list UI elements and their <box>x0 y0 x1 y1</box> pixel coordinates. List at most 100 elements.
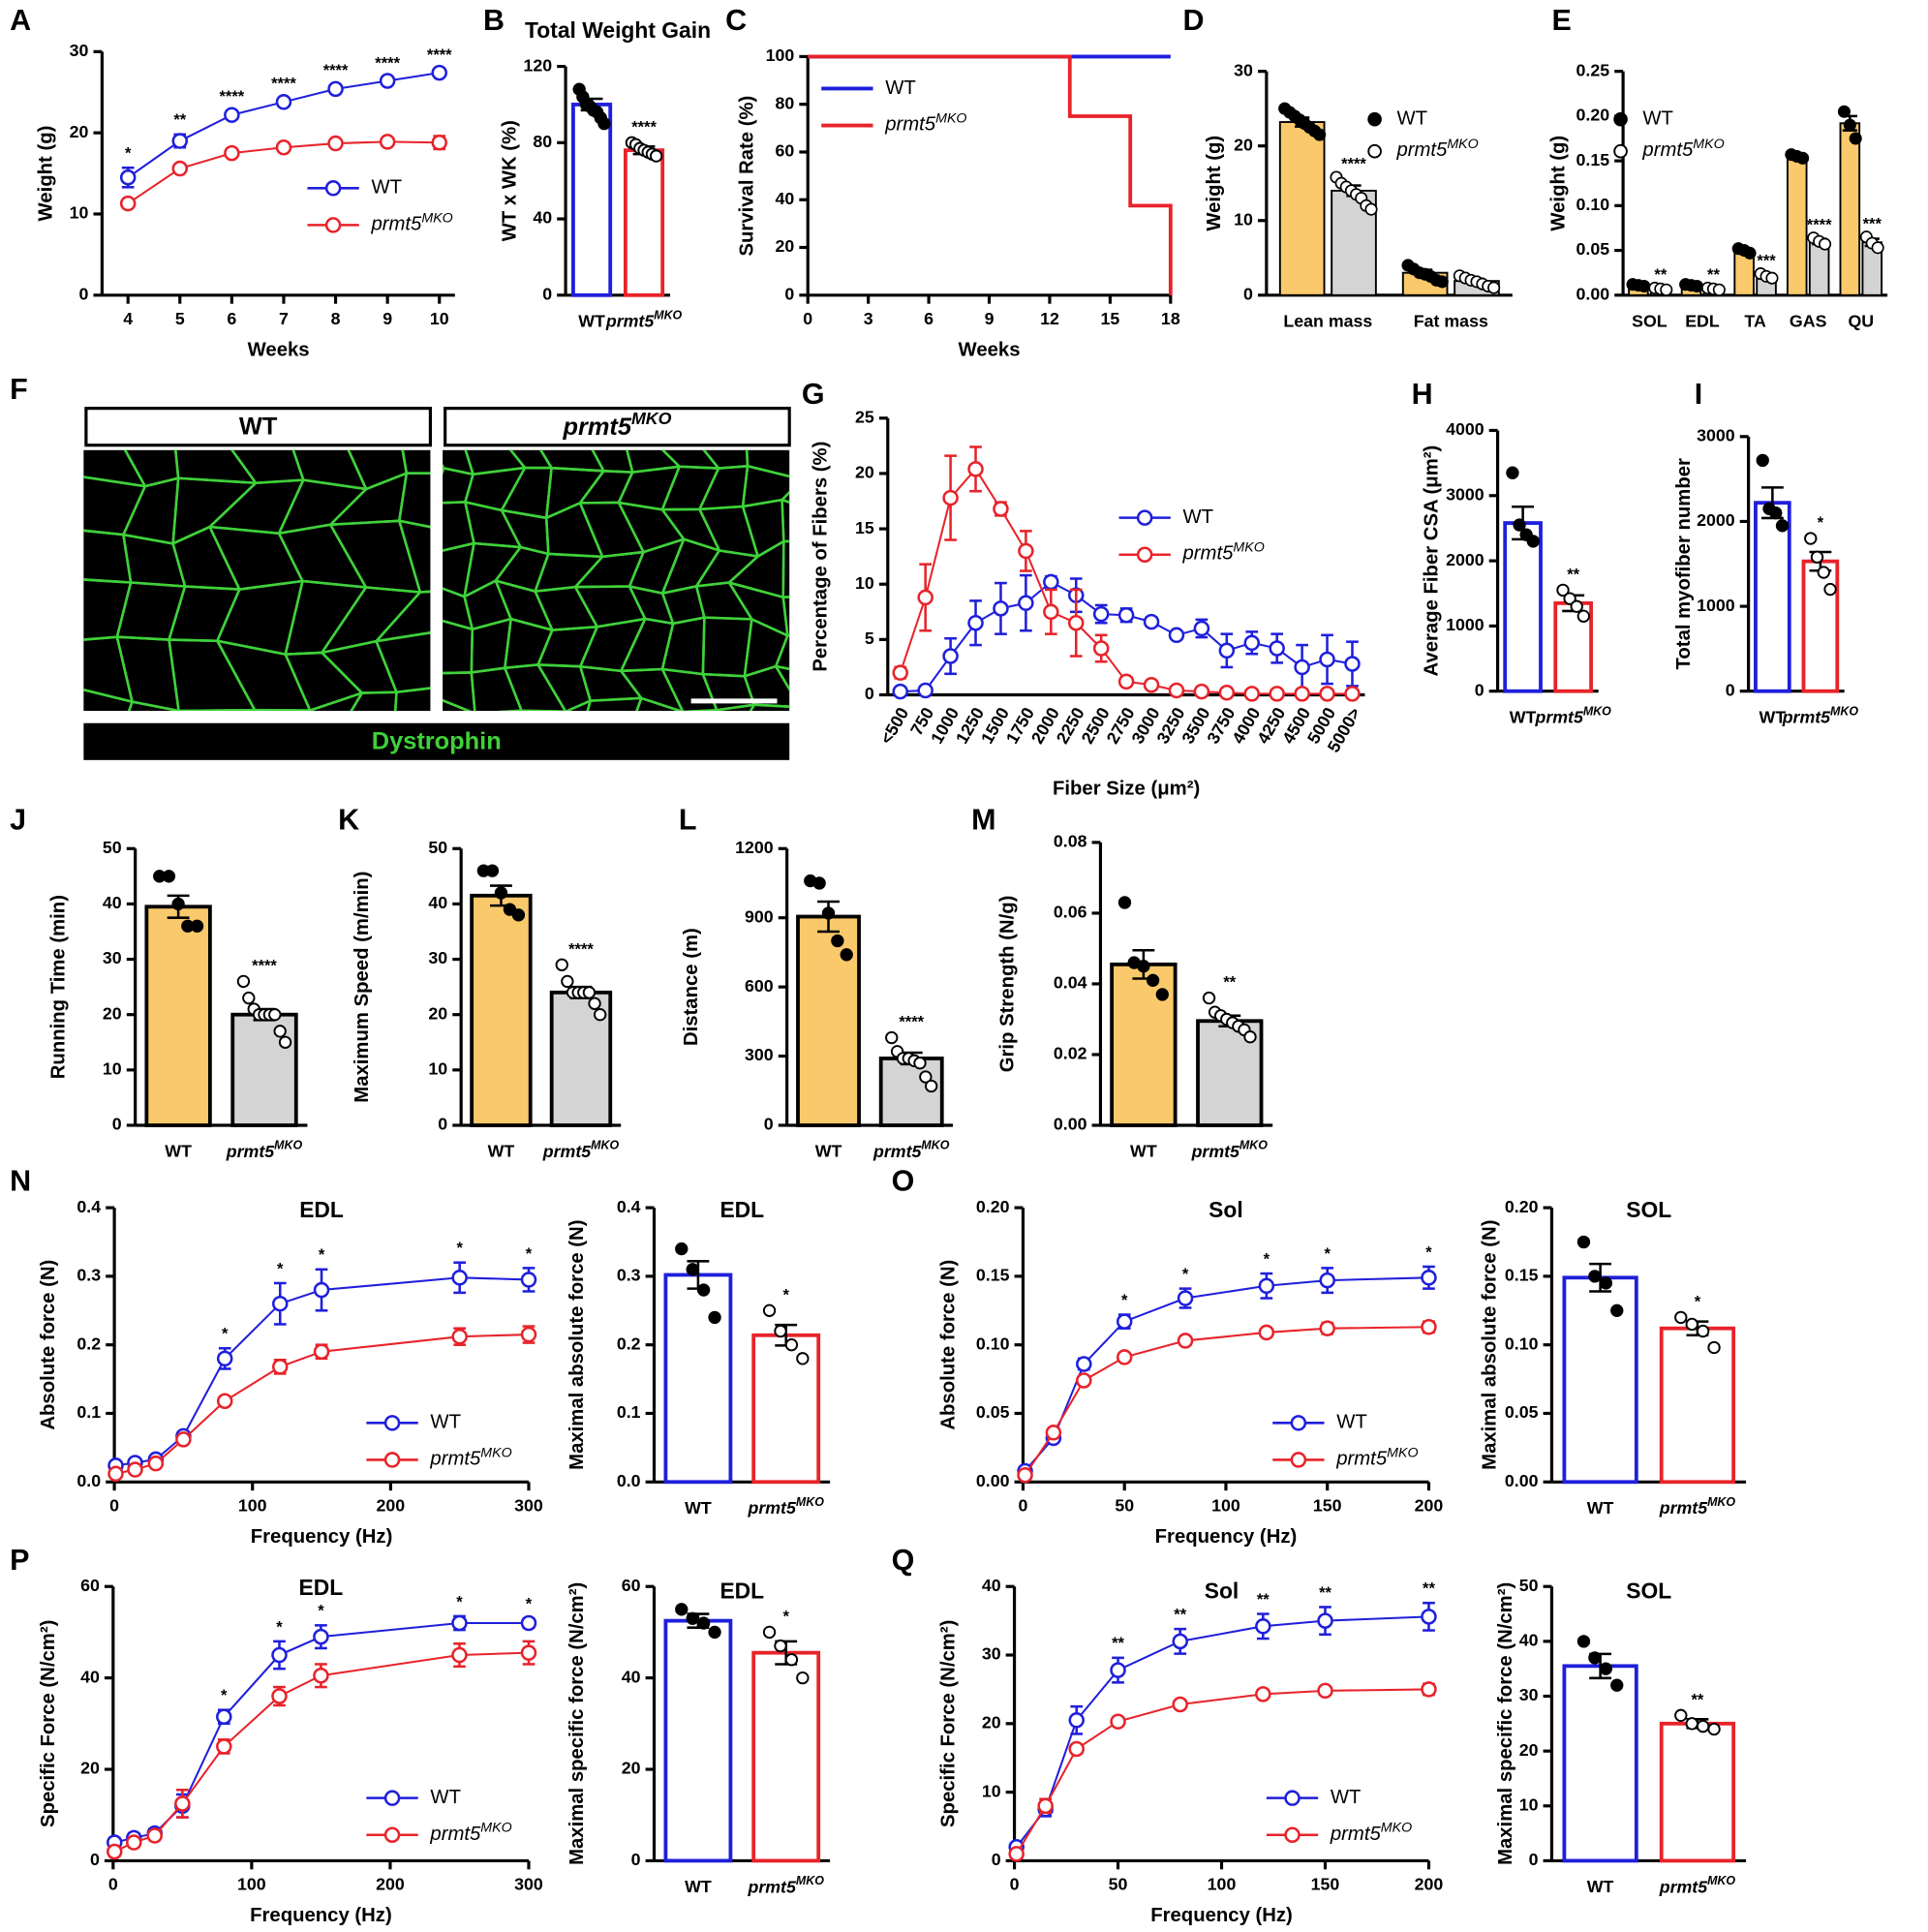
y-axis-label: Weight (g) <box>36 126 57 222</box>
significance: **** <box>631 118 657 136</box>
cell-outline <box>398 472 431 529</box>
data-point <box>1018 542 1034 560</box>
data-point <box>494 886 508 900</box>
data-point <box>271 1688 288 1704</box>
data-point <box>892 664 908 681</box>
x-tick-label: 6 <box>924 309 933 328</box>
data-point <box>1843 118 1856 132</box>
bar <box>1110 962 1178 1127</box>
data-point <box>1570 599 1583 613</box>
cell-outline <box>350 690 398 712</box>
y-tick-label: 0 <box>764 1115 774 1134</box>
cell-outline <box>177 708 257 712</box>
x-tick-label: prmt5MKO <box>1659 1495 1736 1518</box>
y-axis-label: Grip Strength (N/g) <box>997 896 1019 1073</box>
y-tick-label: 40 <box>428 893 447 912</box>
significance: **** <box>271 76 296 93</box>
data-point <box>520 1326 537 1343</box>
y-tick-label: 30 <box>982 1644 1001 1664</box>
bar <box>623 148 665 297</box>
y-tick-label: 0.4 <box>77 1197 101 1216</box>
data-point <box>1756 453 1769 468</box>
x-tick-label: 12 <box>1040 309 1059 328</box>
bar <box>751 1650 821 1863</box>
chart-title: Total Weight Gain <box>525 17 711 43</box>
cell-outline <box>781 539 790 598</box>
legend-label: WT <box>430 1787 461 1808</box>
y-tick-label: 10 <box>103 1059 122 1079</box>
series-line <box>1024 1326 1429 1476</box>
panel-letter: C <box>725 4 747 37</box>
data-point <box>1018 595 1034 611</box>
data-point <box>1743 246 1757 260</box>
y-axis-label: Distance (m) <box>681 928 702 1046</box>
data-point <box>313 1281 330 1299</box>
y-tick-label: 20 <box>103 1003 122 1023</box>
x-tick-label: 7 <box>279 309 289 328</box>
x-tick-label: SOL <box>1632 311 1668 330</box>
y-axis-label: Average Fiber CSA (μm²) <box>1422 445 1443 677</box>
data-point <box>1435 275 1449 289</box>
y-tick-label: 0.05 <box>1505 1402 1539 1422</box>
y-tick-label: 0.4 <box>617 1197 641 1216</box>
legend-marker <box>383 1415 401 1431</box>
data-point <box>431 134 447 151</box>
data-point <box>1610 1678 1624 1692</box>
x-tick-label: WT <box>685 1877 712 1896</box>
y-axis-label: Survival Rate (%) <box>736 96 757 257</box>
y-tick-label: 20 <box>1519 1740 1539 1760</box>
panel-letter: O <box>892 1165 915 1198</box>
data-point <box>774 1639 787 1653</box>
data-point <box>993 501 1009 517</box>
data-point <box>272 1295 289 1312</box>
data-point <box>1110 1713 1126 1730</box>
y-tick-label: 0 <box>90 1850 100 1869</box>
y-tick-label: 0 <box>784 284 794 303</box>
y-tick-label: 60 <box>80 1576 100 1595</box>
data-point <box>379 134 396 150</box>
x-tick-label: 0 <box>108 1875 118 1894</box>
data-point <box>1804 532 1818 545</box>
chart-title: SOL <box>1626 1579 1671 1604</box>
cell-outline <box>745 449 790 478</box>
y-axis-label: Maximal specific force (N/cm²) <box>566 1582 588 1865</box>
data-point <box>1364 202 1378 216</box>
data-point <box>1506 466 1519 479</box>
data-point <box>1243 686 1261 702</box>
data-point <box>1294 686 1310 702</box>
data-point <box>1674 1708 1688 1722</box>
x-tick-label: EDL <box>1685 311 1720 330</box>
y-tick-label: 0.2 <box>617 1334 641 1353</box>
data-point <box>917 589 933 606</box>
panel-letter: A <box>10 4 31 37</box>
significance: ** <box>1319 1584 1331 1602</box>
data-point <box>1117 896 1132 909</box>
significance: * <box>277 1260 284 1277</box>
x-tick-label: WT <box>1587 1877 1614 1896</box>
data-point <box>1117 673 1135 690</box>
y-tick-label: 0.04 <box>1054 973 1087 993</box>
significance: ** <box>1707 266 1720 284</box>
legend-marker <box>1284 1790 1301 1806</box>
y-tick-label: 0 <box>865 684 874 703</box>
x-tick-label: 18 <box>1161 309 1180 328</box>
data-point <box>942 648 959 664</box>
y-tick-label: 120 <box>523 55 552 75</box>
legend-label: prmt5MKO <box>1330 1820 1412 1845</box>
y-tick-label: 20 <box>855 463 874 482</box>
panel-letter: P <box>10 1544 29 1577</box>
data-point <box>1526 535 1540 548</box>
bar <box>1503 521 1543 693</box>
data-point <box>686 1611 699 1625</box>
data-point <box>1556 583 1570 598</box>
legend-marker <box>1136 509 1153 526</box>
data-point <box>1819 237 1832 251</box>
series-line <box>1015 1615 1429 1848</box>
data-point <box>278 1035 292 1049</box>
y-tick-label: 100 <box>766 46 795 65</box>
data-point <box>1193 683 1210 700</box>
panel-letter: M <box>971 803 995 836</box>
y-tick-label: 30 <box>103 948 122 967</box>
significance: * <box>456 1240 463 1257</box>
data-point <box>511 908 526 922</box>
